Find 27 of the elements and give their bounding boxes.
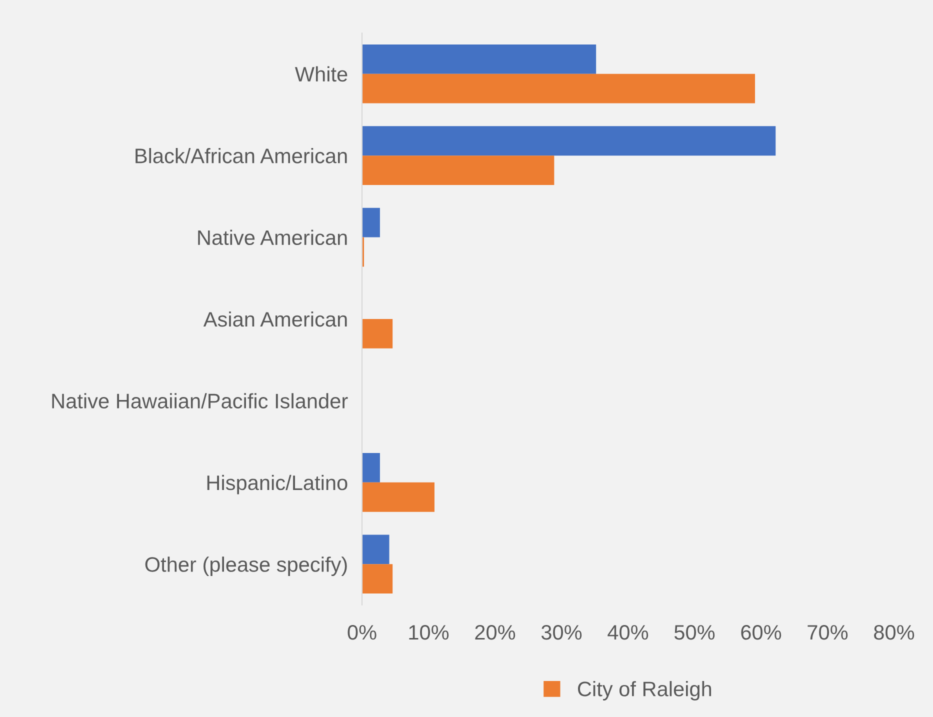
bar [362,126,776,156]
bar [362,74,756,104]
x-tick-label: 10% [409,624,449,640]
bar [362,453,380,482]
x-tick-label: 0% [348,624,376,640]
y-tick-label: Black/African American [136,148,347,164]
y-tick-label: White [294,66,348,82]
x-tick-label: 80% [874,624,914,640]
bar [362,482,434,512]
legend-label: City of Raleigh [578,681,712,700]
y-tick-label: Native American [198,230,347,246]
y-tick-label: Asian American [203,311,347,327]
y-tick-label: Native Hawaiian/Pacific Islander [52,393,348,408]
x-tick-label: 30% [541,624,582,640]
x-tick-label: 50% [674,624,715,640]
y-tick-label: Hispanic/Latino [207,474,348,494]
x-tick-label: 70% [808,624,848,640]
bar [362,44,596,74]
y-tick-label: Other (please specify) [145,556,347,576]
bar [362,156,554,185]
x-tick-label: 40% [608,624,648,640]
x-tick-label: 20% [475,624,516,640]
x-tick-label: 60% [741,624,782,640]
bar [362,208,380,238]
bar [362,564,393,594]
bar [362,319,393,348]
bar [362,534,390,564]
